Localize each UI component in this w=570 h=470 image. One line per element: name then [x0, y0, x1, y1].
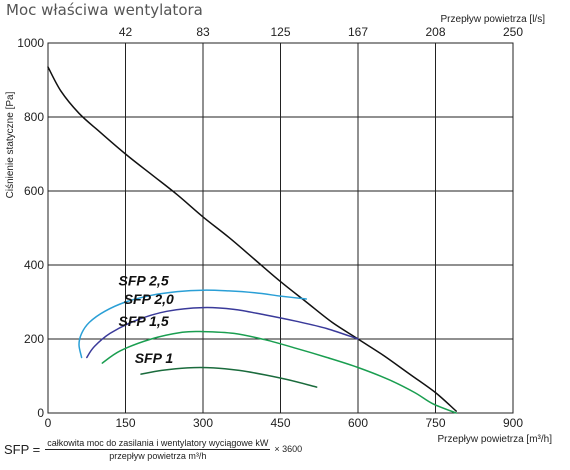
series-line-sfp-2-5 [78, 289, 308, 359]
y-tick-label: 800 [24, 110, 44, 124]
curve-label: SFP 1 [135, 350, 174, 366]
curve-label: SFP 2,0 [124, 291, 174, 307]
formula-multiplier: × 3600 [274, 444, 303, 454]
x2-tick-label: 250 [503, 25, 523, 39]
chart-title: Moc właściwa wentylatora [6, 1, 203, 19]
y-tick-label: 1000 [17, 36, 44, 50]
curve-label: SFP 1,5 [119, 313, 169, 329]
series-line-sfp-1-5 [101, 330, 457, 414]
x2-axis-label: Przepływ powietrza [l/s] [441, 14, 546, 25]
y-tick-label: 400 [24, 258, 44, 272]
x-axis-label: Przepływ powietrza [m³/h] [438, 434, 553, 445]
curve-labels: SFP 2,5 SFP 2,0 SFP 1,5 SFP 1 [119, 272, 174, 366]
plot-frame [47, 42, 514, 414]
curve-label: SFP 2,5 [119, 272, 169, 288]
x-tick-label: 450 [270, 416, 290, 430]
x-tick-label: 900 [503, 416, 523, 430]
formula-numerator: całkowita moc do zasilania i wentylatory… [45, 437, 271, 450]
y-tick-label: 200 [24, 332, 44, 346]
series-line-sfp-2-0 [86, 306, 359, 359]
x-tick-label: 150 [115, 416, 135, 430]
x2-tick-label: 208 [425, 25, 445, 39]
series [47, 66, 457, 414]
x2-tick-label: 167 [348, 25, 368, 39]
series-line-sfp-1 [140, 366, 318, 388]
grid [48, 43, 513, 413]
ticks: 0 150 300 450 600 750 900 0 200 400 600 800 1000 42 83… [17, 25, 523, 430]
x-tick-label: 750 [425, 416, 445, 430]
x2-tick-label: 42 [119, 25, 133, 39]
y-tick-label: 0 [37, 406, 44, 420]
x-tick-label: 600 [348, 416, 368, 430]
sfp-formula: SFP = całkowita moc do zasilania i wenty… [4, 437, 302, 461]
formula-denominator: przepływ powietrza m³/h [109, 450, 207, 461]
y-axis-label: Ciśnienie statyczne [Pa] [5, 91, 16, 198]
x2-tick-label: 125 [270, 25, 290, 39]
x-tick-label: 0 [45, 416, 52, 430]
fan-curve-line [47, 66, 457, 412]
x-tick-label: 300 [193, 416, 213, 430]
x2-tick-label: 83 [196, 25, 210, 39]
y-tick-label: 600 [24, 184, 44, 198]
formula-lhs: SFP = [4, 441, 41, 457]
formula-fraction: całkowita moc do zasilania i wentylatory… [45, 437, 271, 461]
